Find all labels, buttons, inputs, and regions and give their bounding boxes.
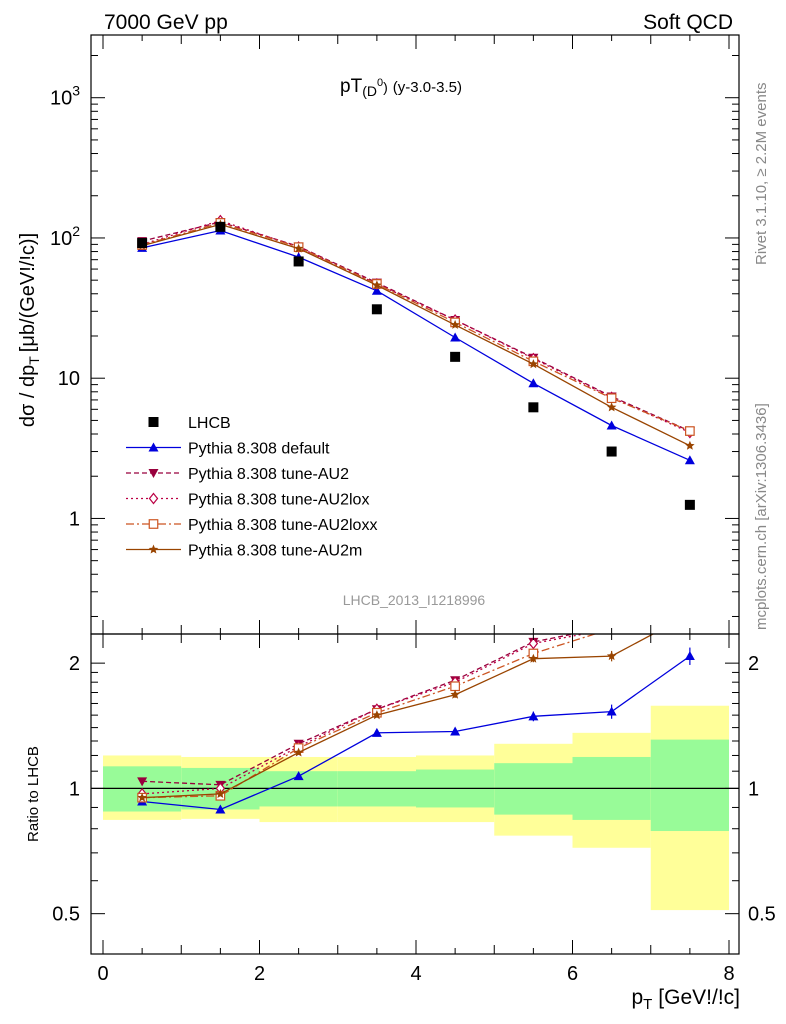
triangle-up-marker: [528, 378, 539, 388]
legend-label: Pythia 8.308 default: [188, 441, 330, 458]
legend-label: Pythia 8.308 tune-AU2loxx: [188, 517, 377, 534]
x-tick-label: 8: [723, 963, 734, 985]
triangle-up-marker: [148, 442, 159, 452]
process-label: Soft QCD: [643, 11, 733, 34]
square-marker: [528, 402, 539, 413]
square-marker: [137, 238, 148, 249]
y-tick-label: 102: [50, 223, 80, 250]
ratio-y-axis-label: Ratio to LHCB: [25, 746, 42, 842]
square-open-marker: [450, 681, 460, 692]
square-marker: [148, 417, 159, 427]
diamond-open-marker: [148, 492, 159, 505]
star-marker: [293, 243, 304, 253]
triangle-down-marker: [148, 469, 159, 478]
ratio-frame: [90, 633, 740, 955]
triangle-up-marker: [371, 727, 382, 737]
triangle-up-marker: [215, 804, 226, 814]
star-marker: [137, 792, 147, 802]
square-open-marker: [686, 568, 695, 577]
x-tick-label: 2: [254, 963, 265, 985]
triangle-up-marker: [606, 706, 617, 716]
star-marker: [215, 788, 226, 798]
triangle-up-marker: [684, 455, 695, 465]
triangle-up-marker: [528, 711, 539, 721]
diamond-open-marker: [686, 568, 694, 578]
legend-label: Pythia 8.308 tune-AU2lox: [188, 492, 369, 509]
ratio-tick-label-left: 0.5: [52, 904, 80, 926]
square-marker: [450, 351, 461, 362]
square-open-marker: [606, 393, 617, 404]
legend: LHCB Pythia 8.308 default Pythia 8.308 tun…: [126, 415, 377, 560]
triangle-down-marker: [137, 777, 148, 787]
star-marker: [372, 710, 382, 720]
legend-label: LHCB: [188, 415, 231, 432]
x-axis-label: pT [GeV!/!c]: [631, 986, 740, 1013]
y-axis-label: dσ / dpT[μb/(GeV!/!c)]: [17, 233, 42, 427]
star-marker: [528, 653, 539, 663]
ratio-panel: 0.5 0.5 1 1 2 2 0 2 4 6 8: [52, 566, 776, 985]
series-line: [141, 221, 691, 432]
series-line: [141, 219, 691, 434]
triangle-up-marker: [450, 726, 461, 736]
triangle-down-marker: [685, 566, 695, 575]
ratio-band-inner: [650, 739, 729, 832]
square-marker: [371, 304, 382, 315]
x-tick-label: 0: [97, 963, 108, 985]
series-line: [141, 229, 691, 461]
series-line: [141, 222, 691, 432]
triangle-up-marker: [371, 285, 382, 295]
legend-label: Pythia 8.308 tune-AU2: [188, 466, 349, 483]
square-marker: [606, 446, 617, 457]
ratio-tick-label-right: 0.5: [748, 904, 776, 926]
triangle-up-marker: [606, 420, 617, 430]
x-tick-label: 6: [567, 963, 578, 985]
legend-label: Pythia 8.308 tune-AU2m: [188, 543, 362, 560]
chart-title: pT(D0) (y-3.0-3.5): [340, 76, 462, 99]
square-open-marker: [148, 519, 159, 529]
square-open-marker: [685, 426, 695, 436]
ratio-tick-label-right: 2: [748, 653, 759, 675]
star-marker: [685, 609, 695, 618]
star-marker: [685, 440, 695, 450]
triangle-up-marker: [684, 651, 695, 661]
ratio-tick-label-left: 2: [69, 653, 80, 675]
star-marker: [372, 280, 382, 290]
diamond-open-marker: [528, 637, 539, 650]
analysis-label: LHCB_2013_I1218996: [343, 592, 486, 608]
ratio-series-line: [142, 634, 655, 799]
star-marker: [450, 319, 460, 329]
triangle-up-marker: [450, 332, 461, 342]
series-line: [141, 223, 691, 447]
x-tick-label: 4: [410, 963, 421, 985]
square-marker: [293, 256, 304, 267]
star-marker: [528, 359, 539, 369]
y-tick-label: 103: [50, 83, 80, 110]
y-tick-label: 10: [58, 368, 80, 390]
energy-label: 7000 GeV pp: [104, 11, 228, 34]
triangle-up-marker: [293, 771, 304, 781]
star-marker: [450, 689, 460, 699]
y-tick-label: 1: [69, 508, 80, 530]
square-marker: [215, 221, 226, 232]
mcplots-label: mcplots.cern.ch [arXiv:1306.3436]: [753, 403, 770, 630]
star-marker: [606, 402, 617, 412]
main-panel: 1 10 102 103 pT(D0) (y-3.0-3.5) LHCB_2013_I1…: [50, 34, 740, 635]
rivet-label: Rivet 3.1.10, ≥ 2.2M events: [753, 83, 770, 266]
square-marker: [684, 499, 695, 510]
star-marker: [606, 651, 617, 661]
ratio-series-line: [142, 634, 588, 795]
ratio-tick-label-right: 1: [748, 778, 759, 800]
ratio-series-line: [142, 655, 691, 811]
ratio-tick-label-left: 1: [69, 778, 80, 800]
star-marker: [293, 747, 304, 757]
star-marker: [148, 544, 159, 554]
